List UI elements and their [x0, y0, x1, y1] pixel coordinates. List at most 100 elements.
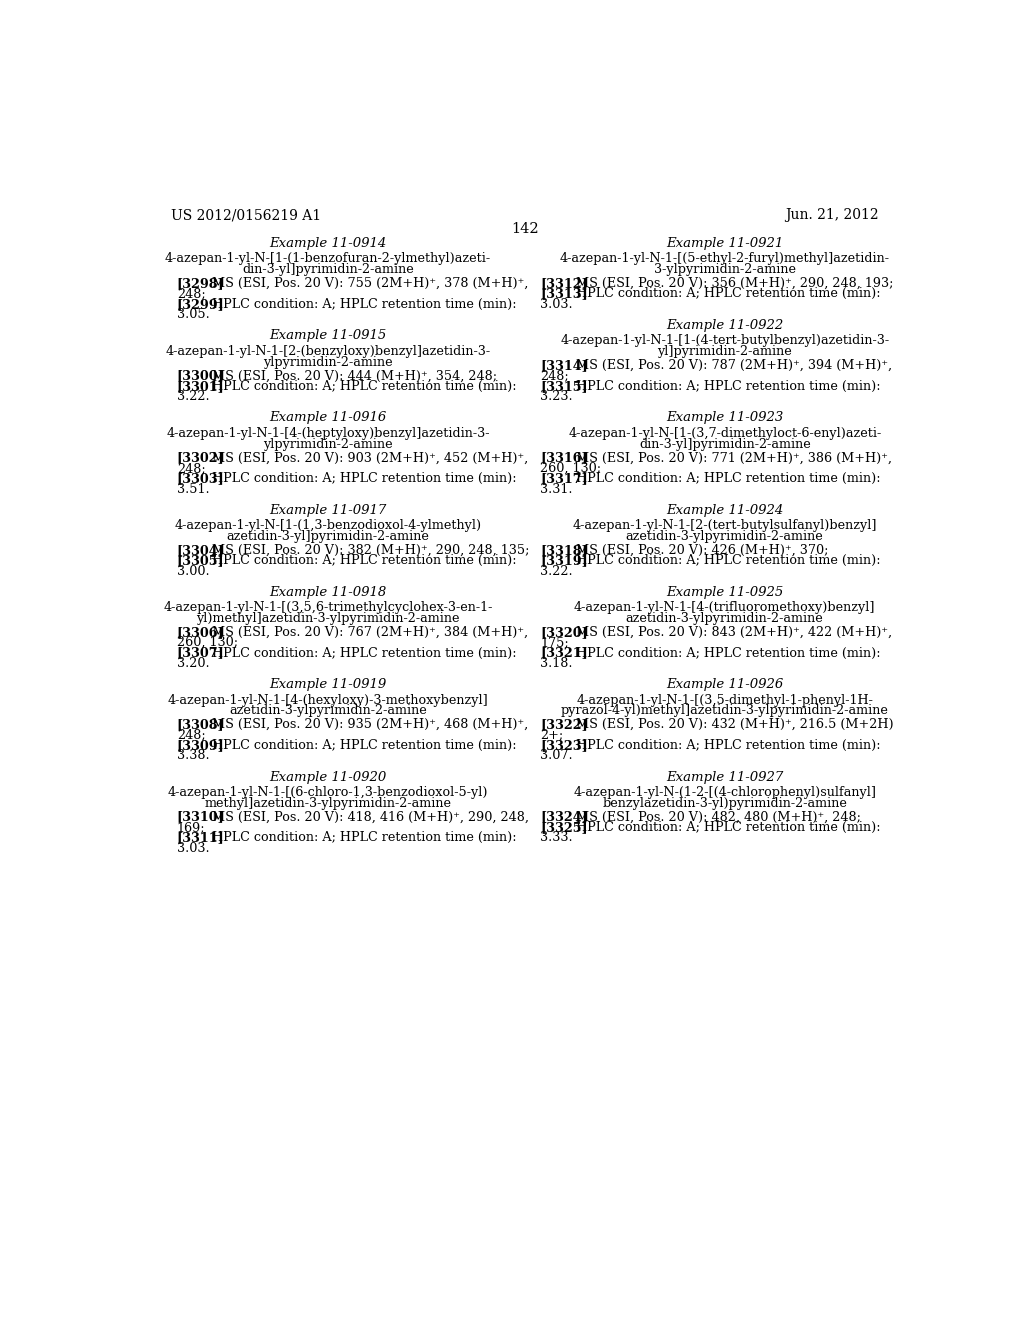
Text: ylpyrimidin-2-amine: ylpyrimidin-2-amine: [263, 437, 393, 450]
Text: [3299]: [3299]: [177, 298, 224, 310]
Text: 4-azepan-1-yl-N-[1-(1-benzofuran-2-ylmethyl)azeti-: 4-azepan-1-yl-N-[1-(1-benzofuran-2-ylmet…: [165, 252, 492, 265]
Text: MS (ESI, Pos. 20 V): 843 (2M+H)⁺, 422 (M+H)⁺,: MS (ESI, Pos. 20 V): 843 (2M+H)⁺, 422 (M…: [575, 626, 892, 639]
Text: 142: 142: [511, 222, 539, 235]
Text: MS (ESI, Pos. 20 V): 755 (2M+H)⁺, 378 (M+H)⁺,: MS (ESI, Pos. 20 V): 755 (2M+H)⁺, 378 (M…: [212, 277, 528, 290]
Text: [3304]: [3304]: [177, 544, 224, 557]
Text: US 2012/0156219 A1: US 2012/0156219 A1: [171, 209, 321, 223]
Text: 3.05.: 3.05.: [177, 308, 210, 321]
Text: Example 11-0916: Example 11-0916: [269, 412, 387, 424]
Text: 3.18.: 3.18.: [541, 657, 572, 671]
Text: [3325]: [3325]: [541, 821, 588, 834]
Text: 4-azepan-1-yl-N-1-[1-(4-tert-butylbenzyl)azetidin-3-: 4-azepan-1-yl-N-1-[1-(4-tert-butylbenzyl…: [560, 334, 889, 347]
Text: 3.03.: 3.03.: [177, 842, 210, 855]
Text: HPLC condition: A; HPLC retention time (min):: HPLC condition: A; HPLC retention time (…: [212, 739, 517, 752]
Text: [3302]: [3302]: [177, 451, 224, 465]
Text: HPLC condition: A; HPLC retention time (min):: HPLC condition: A; HPLC retention time (…: [575, 380, 881, 393]
Text: 4-azepan-1-yl-N-1-[4-(trifluoromethoxy)benzyl]: 4-azepan-1-yl-N-1-[4-(trifluoromethoxy)b…: [574, 601, 876, 614]
Text: HPLC condition: A; HPLC retention time (min):: HPLC condition: A; HPLC retention time (…: [212, 647, 517, 660]
Text: azetidin-3-ylpyrimidin-2-amine: azetidin-3-ylpyrimidin-2-amine: [229, 705, 427, 717]
Text: ylpyrimidin-2-amine: ylpyrimidin-2-amine: [263, 355, 393, 368]
Text: din-3-yl]pyrimidin-2-amine: din-3-yl]pyrimidin-2-amine: [242, 263, 414, 276]
Text: 4-azepan-1-yl-N-[1-(1,3-benzodioxol-4-ylmethyl): 4-azepan-1-yl-N-[1-(1,3-benzodioxol-4-yl…: [174, 519, 481, 532]
Text: [3323]: [3323]: [541, 739, 588, 752]
Text: MS (ESI, Pos. 20 V): 935 (2M+H)⁺, 468 (M+H)⁺,: MS (ESI, Pos. 20 V): 935 (2M+H)⁺, 468 (M…: [212, 718, 528, 731]
Text: [3303]: [3303]: [177, 473, 224, 486]
Text: MS (ESI, Pos. 20 V): 356 (M+H)⁺, 290, 248, 193;: MS (ESI, Pos. 20 V): 356 (M+H)⁺, 290, 24…: [575, 277, 893, 290]
Text: 3.38.: 3.38.: [177, 750, 210, 763]
Text: MS (ESI, Pos. 20 V): 426 (M+H)⁺, 370;: MS (ESI, Pos. 20 V): 426 (M+H)⁺, 370;: [575, 544, 828, 557]
Text: [3317]: [3317]: [541, 473, 588, 486]
Text: [3310]: [3310]: [177, 810, 224, 824]
Text: 248;: 248;: [177, 462, 206, 475]
Text: Example 11-0926: Example 11-0926: [667, 678, 783, 692]
Text: 169;: 169;: [177, 821, 206, 834]
Text: MS (ESI, Pos. 20 V): 418, 416 (M+H)⁺, 290, 248,: MS (ESI, Pos. 20 V): 418, 416 (M+H)⁺, 29…: [212, 810, 529, 824]
Text: 3.31.: 3.31.: [541, 483, 572, 495]
Text: 3.20.: 3.20.: [177, 657, 210, 671]
Text: [3316]: [3316]: [541, 451, 588, 465]
Text: pyrazol-4-yl)methyl]azetidin-3-ylpyrimidin-2-amine: pyrazol-4-yl)methyl]azetidin-3-ylpyrimid…: [561, 705, 889, 717]
Text: HPLC condition: A; HPLC retention time (min):: HPLC condition: A; HPLC retention time (…: [575, 473, 881, 486]
Text: MS (ESI, Pos. 20 V): 482, 480 (M+H)⁺, 248;: MS (ESI, Pos. 20 V): 482, 480 (M+H)⁺, 24…: [575, 810, 861, 824]
Text: [3315]: [3315]: [541, 380, 588, 393]
Text: 3.00.: 3.00.: [177, 565, 210, 578]
Text: 4-azepan-1-yl-N-1-[(3,5-dimethyl-1-phenyl-1H-: 4-azepan-1-yl-N-1-[(3,5-dimethyl-1-pheny…: [577, 693, 873, 706]
Text: 3.33.: 3.33.: [541, 832, 572, 845]
Text: 4-azepan-1-yl-N-1-[2-(tert-butylsulfanyl)benzyl]: 4-azepan-1-yl-N-1-[2-(tert-butylsulfanyl…: [572, 519, 877, 532]
Text: MS (ESI, Pos. 20 V): 767 (2M+H)⁺, 384 (M+H)⁺,: MS (ESI, Pos. 20 V): 767 (2M+H)⁺, 384 (M…: [212, 626, 528, 639]
Text: 2+;: 2+;: [541, 729, 563, 742]
Text: 3.22.: 3.22.: [177, 391, 210, 403]
Text: [3318]: [3318]: [541, 544, 588, 557]
Text: azetidin-3-ylpyrimidin-2-amine: azetidin-3-ylpyrimidin-2-amine: [626, 529, 823, 543]
Text: Example 11-0927: Example 11-0927: [667, 771, 783, 784]
Text: 4-azepan-1-yl-N-1-[(6-chloro-1,3-benzodioxol-5-yl): 4-azepan-1-yl-N-1-[(6-chloro-1,3-benzodi…: [168, 785, 488, 799]
Text: [3324]: [3324]: [541, 810, 588, 824]
Text: 3.03.: 3.03.: [541, 298, 572, 310]
Text: [3319]: [3319]: [541, 554, 588, 568]
Text: 4-azepan-1-yl-N-1-[2-(benzyloxy)benzyl]azetidin-3-: 4-azepan-1-yl-N-1-[2-(benzyloxy)benzyl]a…: [166, 345, 490, 358]
Text: 3-ylpyrimidin-2-amine: 3-ylpyrimidin-2-amine: [653, 263, 796, 276]
Text: HPLC condition: A; HPLC retention time (min):: HPLC condition: A; HPLC retention time (…: [575, 288, 881, 301]
Text: HPLC condition: A; HPLC retention time (min):: HPLC condition: A; HPLC retention time (…: [575, 739, 881, 752]
Text: HPLC condition: A; HPLC retention time (min):: HPLC condition: A; HPLC retention time (…: [575, 554, 881, 568]
Text: 3.51.: 3.51.: [177, 483, 210, 495]
Text: 3.23.: 3.23.: [541, 391, 572, 403]
Text: Jun. 21, 2012: Jun. 21, 2012: [785, 209, 879, 223]
Text: Example 11-0918: Example 11-0918: [269, 586, 387, 599]
Text: Example 11-0925: Example 11-0925: [667, 586, 783, 599]
Text: Example 11-0921: Example 11-0921: [667, 238, 783, 249]
Text: 4-azepan-1-yl-N-1-[(3,5,6-trimethylcyclohex-3-en-1-: 4-azepan-1-yl-N-1-[(3,5,6-trimethylcyclo…: [163, 601, 493, 614]
Text: yl)methyl]azetidin-3-ylpyrimidin-2-amine: yl)methyl]azetidin-3-ylpyrimidin-2-amine: [197, 612, 460, 624]
Text: 175;: 175;: [541, 636, 569, 649]
Text: [3312]: [3312]: [541, 277, 588, 290]
Text: MS (ESI, Pos. 20 V): 444 (M+H)⁺, 354, 248;: MS (ESI, Pos. 20 V): 444 (M+H)⁺, 354, 24…: [212, 370, 498, 383]
Text: azetidin-3-yl]pyrimidin-2-amine: azetidin-3-yl]pyrimidin-2-amine: [226, 529, 429, 543]
Text: 248;: 248;: [177, 288, 206, 301]
Text: [3321]: [3321]: [541, 647, 588, 660]
Text: 3.07.: 3.07.: [541, 750, 572, 763]
Text: [3314]: [3314]: [541, 359, 588, 372]
Text: [3322]: [3322]: [541, 718, 588, 731]
Text: methyl]azetidin-3-ylpyrimidin-2-amine: methyl]azetidin-3-ylpyrimidin-2-amine: [205, 797, 452, 809]
Text: Example 11-0922: Example 11-0922: [667, 319, 783, 331]
Text: [3308]: [3308]: [177, 718, 224, 731]
Text: din-3-yl]pyrimidin-2-amine: din-3-yl]pyrimidin-2-amine: [639, 437, 811, 450]
Text: 4-azepan-1-yl-N-1-[4-(heptyloxy)benzyl]azetidin-3-: 4-azepan-1-yl-N-1-[4-(heptyloxy)benzyl]a…: [166, 426, 489, 440]
Text: MS (ESI, Pos. 20 V): 787 (2M+H)⁺, 394 (M+H)⁺,: MS (ESI, Pos. 20 V): 787 (2M+H)⁺, 394 (M…: [575, 359, 892, 372]
Text: benzylazetidin-3-yl)pyrimidin-2-amine: benzylazetidin-3-yl)pyrimidin-2-amine: [602, 797, 847, 809]
Text: 4-azepan-1-yl-N-1-[4-(hexyloxy)-3-methoxybenzyl]: 4-azepan-1-yl-N-1-[4-(hexyloxy)-3-methox…: [168, 693, 488, 706]
Text: [3320]: [3320]: [541, 626, 588, 639]
Text: 260, 130;: 260, 130;: [541, 462, 601, 475]
Text: 3.22.: 3.22.: [541, 565, 572, 578]
Text: 248;: 248;: [177, 729, 206, 742]
Text: [3311]: [3311]: [177, 832, 224, 845]
Text: MS (ESI, Pos. 20 V): 432 (M+H)⁺, 216.5 (M+2H): MS (ESI, Pos. 20 V): 432 (M+H)⁺, 216.5 (…: [575, 718, 894, 731]
Text: HPLC condition: A; HPLC retention time (min):: HPLC condition: A; HPLC retention time (…: [575, 821, 881, 834]
Text: [3305]: [3305]: [177, 554, 224, 568]
Text: yl]pyrimidin-2-amine: yl]pyrimidin-2-amine: [657, 345, 793, 358]
Text: [3301]: [3301]: [177, 380, 224, 393]
Text: HPLC condition: A; HPLC retention time (min):: HPLC condition: A; HPLC retention time (…: [212, 554, 517, 568]
Text: Example 11-0919: Example 11-0919: [269, 678, 387, 692]
Text: Example 11-0924: Example 11-0924: [667, 504, 783, 516]
Text: HPLC condition: A; HPLC retention time (min):: HPLC condition: A; HPLC retention time (…: [575, 647, 881, 660]
